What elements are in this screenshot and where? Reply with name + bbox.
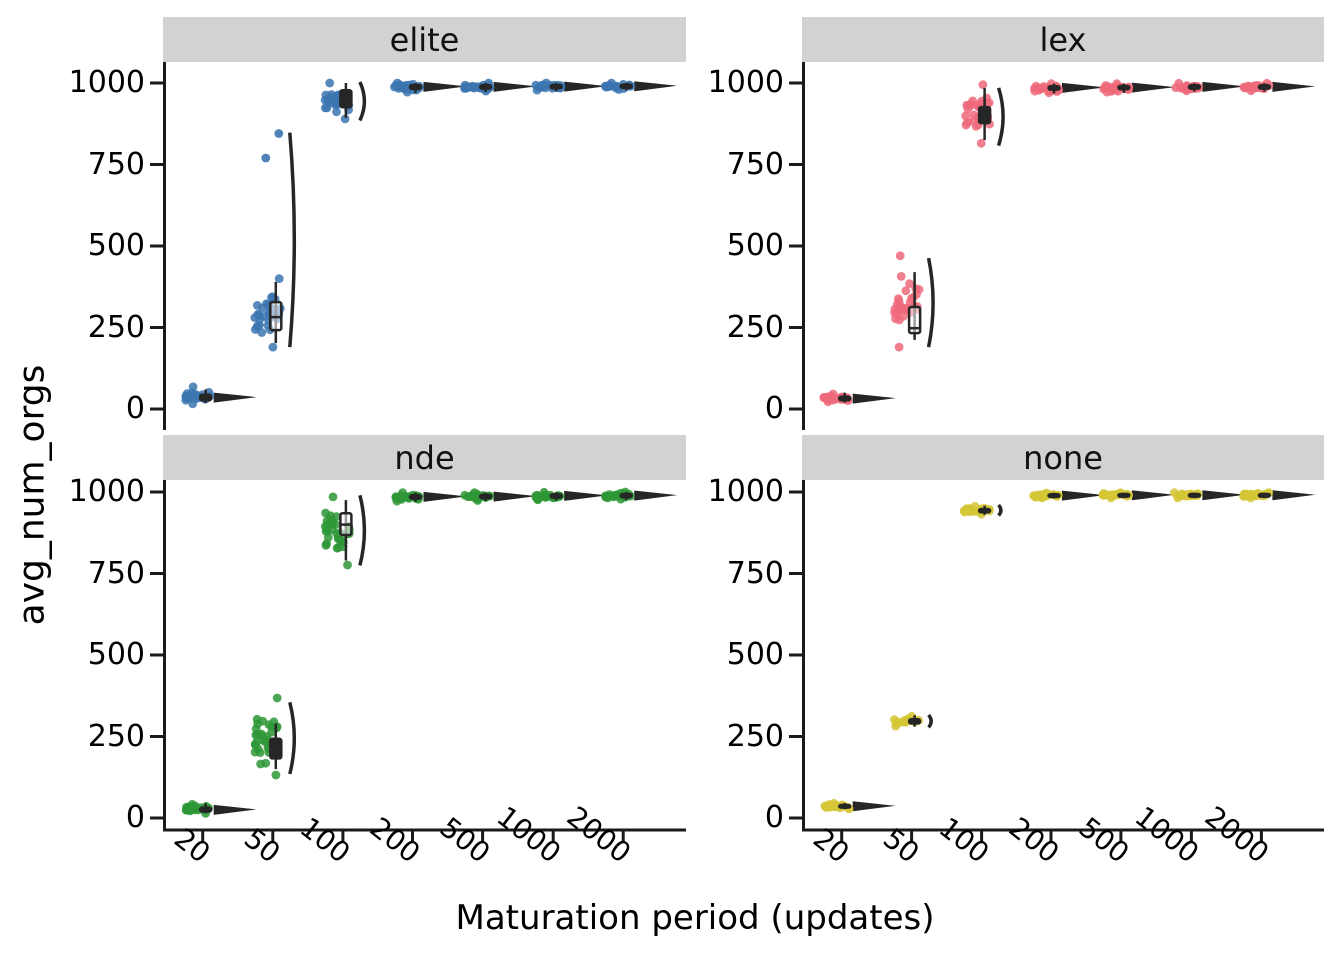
cell-elite-100 bbox=[320, 78, 367, 124]
y-tick-label: 500 bbox=[87, 637, 145, 672]
points-lex-50 bbox=[890, 251, 924, 352]
facet-plot-elite bbox=[150, 62, 678, 430]
cell-nde-1000 bbox=[531, 487, 608, 505]
violin bbox=[358, 81, 367, 122]
points-nde-50 bbox=[250, 693, 282, 780]
cell-elite-500 bbox=[460, 78, 537, 96]
violin bbox=[996, 87, 1005, 147]
violin bbox=[1202, 490, 1246, 501]
violin bbox=[564, 490, 608, 501]
violin bbox=[634, 490, 678, 501]
cell-elite-200 bbox=[390, 78, 467, 97]
cell-nde-500 bbox=[460, 488, 537, 505]
box bbox=[269, 737, 283, 760]
facet-strip-nde: nde bbox=[163, 435, 686, 480]
y-tick-label: 500 bbox=[726, 637, 784, 672]
y-tick-label: 1000 bbox=[68, 65, 145, 100]
violin bbox=[852, 393, 896, 404]
cell-none-500 bbox=[1098, 488, 1175, 503]
violin bbox=[927, 713, 933, 729]
cell-elite-20 bbox=[181, 382, 257, 409]
points-none-100 bbox=[959, 501, 994, 519]
y-tick-label: 250 bbox=[726, 309, 784, 345]
violin bbox=[288, 132, 297, 348]
violin bbox=[213, 392, 257, 403]
facet-strip-elite: elite bbox=[163, 17, 686, 62]
y-tick-label: 500 bbox=[87, 228, 145, 263]
y-tick-label: 250 bbox=[87, 309, 145, 345]
violin bbox=[493, 81, 537, 92]
violin bbox=[493, 491, 537, 502]
y-tick-label: 250 bbox=[726, 718, 784, 754]
y-tick-label: 750 bbox=[726, 146, 784, 182]
cell-lex-200 bbox=[1030, 79, 1105, 98]
facet-title-lex: lex bbox=[1039, 20, 1087, 59]
cell-nde-2000 bbox=[601, 487, 678, 504]
cell-nde-20 bbox=[181, 799, 257, 818]
cell-nde-200 bbox=[391, 488, 467, 506]
facet-strip-lex: lex bbox=[802, 17, 1324, 62]
violin bbox=[997, 503, 1003, 517]
cell-lex-2000 bbox=[1239, 78, 1316, 96]
cell-lex-500 bbox=[1099, 79, 1175, 97]
cell-elite-1000 bbox=[531, 78, 608, 95]
cell-none-200 bbox=[1029, 488, 1105, 503]
facet-plot-lex bbox=[789, 62, 1316, 430]
violin bbox=[1272, 490, 1316, 501]
facet-title-none: none bbox=[1023, 438, 1103, 477]
violin bbox=[1131, 490, 1175, 501]
cell-none-1000 bbox=[1170, 488, 1246, 503]
y-tick-label: 0 bbox=[125, 391, 145, 426]
violin bbox=[634, 81, 678, 92]
y-tick-label: 1000 bbox=[68, 474, 145, 509]
y-tick-label: 0 bbox=[764, 800, 784, 835]
facet-plot-none bbox=[789, 480, 1324, 843]
violin bbox=[1272, 81, 1316, 92]
facet-plot-nde bbox=[150, 480, 686, 843]
facet-title-elite: elite bbox=[389, 20, 460, 59]
facet-title-nde: nde bbox=[394, 438, 455, 477]
cell-none-2000 bbox=[1239, 488, 1316, 503]
y-tick-label: 1000 bbox=[707, 65, 784, 100]
outlier-point bbox=[274, 129, 284, 138]
violin bbox=[1062, 490, 1105, 501]
y-tick-label: 500 bbox=[726, 228, 784, 263]
violin bbox=[1131, 82, 1175, 93]
y-tick-label: 750 bbox=[87, 146, 145, 182]
box bbox=[907, 305, 922, 335]
violin bbox=[1062, 82, 1105, 93]
cell-lex-1000 bbox=[1171, 78, 1246, 96]
y-tick-label: 750 bbox=[726, 555, 784, 591]
cell-none-50 bbox=[890, 711, 933, 731]
facet-strip-none: none bbox=[802, 435, 1324, 480]
violin bbox=[423, 81, 467, 92]
violin bbox=[213, 804, 257, 815]
cell-nde-100 bbox=[320, 492, 367, 570]
violin bbox=[423, 491, 467, 502]
points-elite-100 bbox=[320, 78, 353, 124]
y-tick-label: 0 bbox=[125, 800, 145, 835]
x-axis-title: Maturation period (updates) bbox=[455, 898, 935, 938]
cell-elite-2000 bbox=[601, 78, 678, 94]
cell-lex-20 bbox=[819, 389, 896, 407]
y-tick-label: 1000 bbox=[707, 474, 784, 509]
cell-none-100 bbox=[959, 501, 1003, 519]
outlier-point bbox=[261, 153, 271, 163]
cell-lex-100 bbox=[961, 80, 1005, 148]
violin bbox=[926, 257, 935, 348]
cell-elite-50 bbox=[250, 129, 297, 352]
violin bbox=[288, 701, 296, 775]
y-tick-label: 250 bbox=[87, 718, 145, 754]
cell-nde-50 bbox=[250, 693, 296, 780]
violin bbox=[564, 81, 608, 92]
y-tick-label: 750 bbox=[87, 555, 145, 591]
violin bbox=[358, 494, 367, 566]
violin bbox=[852, 801, 896, 812]
y-tick-label: 0 bbox=[764, 391, 784, 426]
violin bbox=[1202, 81, 1246, 92]
cell-none-20 bbox=[820, 798, 896, 814]
cell-lex-50 bbox=[890, 251, 935, 352]
